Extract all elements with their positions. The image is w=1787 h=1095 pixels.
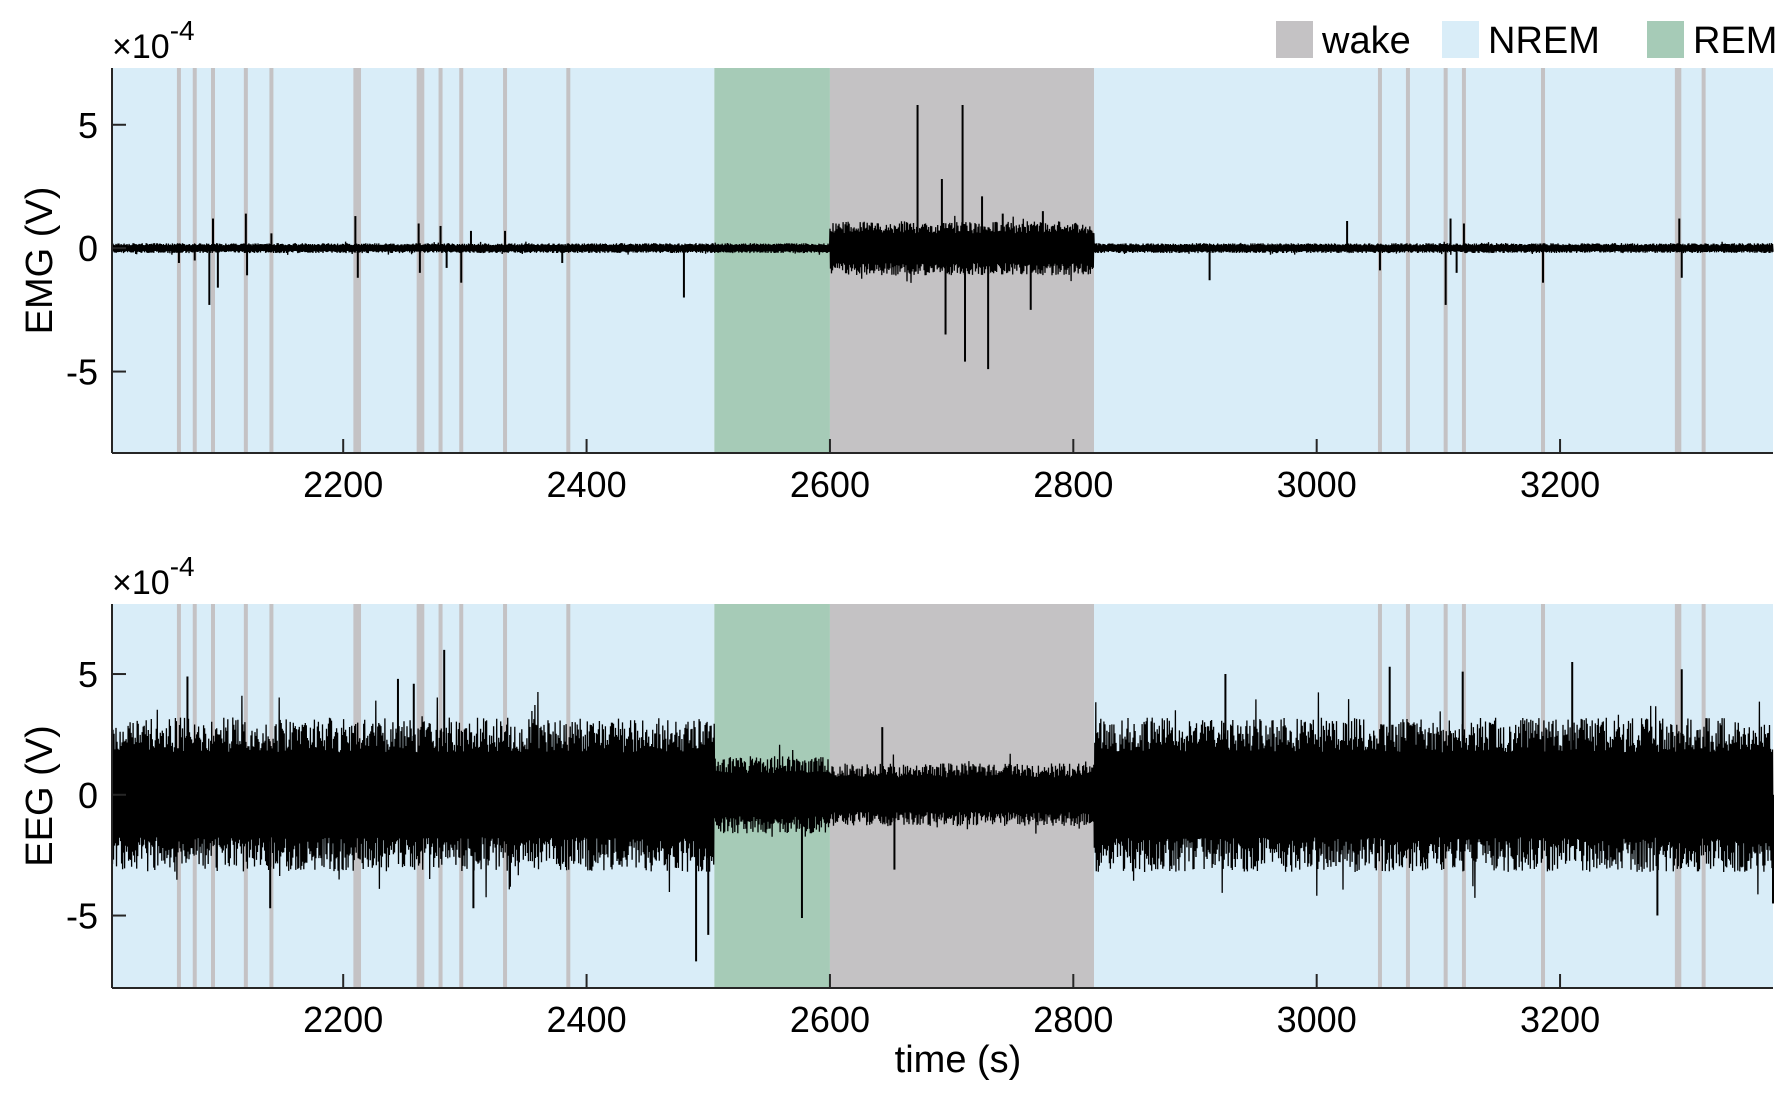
y-tick-label: 5	[78, 105, 98, 146]
state-band-rem	[714, 68, 830, 453]
x-axis-label: time (s)	[895, 1039, 1022, 1081]
y-tick-label: 5	[78, 654, 98, 695]
legend-label-wake: wake	[1321, 20, 1411, 62]
x-tick-label: 2800	[1033, 464, 1113, 505]
x-tick-label: 2600	[790, 999, 870, 1040]
x-tick-label: 2400	[547, 999, 627, 1040]
y-tick-label: 0	[78, 228, 98, 269]
exponent-label: ×10-4	[112, 15, 195, 66]
brief-wake-marker	[210, 68, 215, 453]
brief-wake-marker	[1701, 68, 1706, 453]
legend-swatch-rem	[1647, 21, 1684, 58]
brief-wake-marker	[566, 68, 571, 453]
legend-swatch-wake	[1276, 21, 1313, 58]
brief-wake-marker	[269, 68, 274, 453]
legend-swatch-nrem	[1442, 21, 1479, 58]
brief-wake-marker	[1461, 68, 1466, 453]
x-tick-label: 2200	[303, 999, 383, 1040]
brief-wake-marker	[503, 68, 508, 453]
emg-panel: 2200 2400 2600 2800 3000 3200 -5 0 5 EMG (V) ×10-4	[19, 15, 1774, 505]
x-tick-label: 3200	[1520, 999, 1600, 1040]
brief-wake-marker	[357, 68, 362, 453]
y-tick-label: -5	[66, 352, 98, 393]
state-band-nrem	[112, 68, 715, 453]
brief-wake-marker	[1674, 68, 1679, 453]
legend-label-nrem: NREM	[1488, 20, 1600, 62]
eeg-panel: 2200 2400 2600 2800 3000 3200 -5 0 5 EEG (V) ×10-4	[19, 551, 1774, 1040]
y-axis-label: EEG (V)	[19, 725, 61, 866]
y-axis-label: EMG (V)	[19, 187, 61, 335]
brief-wake-marker	[416, 68, 421, 453]
state-band-nrem	[1093, 68, 1773, 453]
brief-wake-marker	[353, 68, 358, 453]
exponent-base: ×10	[112, 564, 170, 602]
x-tick-label: 2200	[303, 464, 383, 505]
y-tick-label: 0	[78, 775, 98, 816]
exponent-label: ×10-4	[112, 551, 195, 602]
legend-label-rem: REM	[1693, 20, 1777, 62]
exponent-power: -4	[170, 15, 195, 46]
x-tick-label: 2400	[547, 464, 627, 505]
x-tick-label: 3200	[1520, 464, 1600, 505]
brief-wake-marker	[1405, 68, 1410, 453]
y-tick-label: -5	[66, 896, 98, 937]
signal-trace	[111, 691, 1774, 898]
x-tick-label: 2600	[790, 464, 870, 505]
brief-wake-marker	[438, 68, 443, 453]
x-tick-label: 3000	[1277, 464, 1357, 505]
legend: wake NREM REM	[1276, 20, 1777, 62]
brief-wake-marker	[243, 68, 248, 453]
brief-wake-marker	[1677, 68, 1682, 453]
x-tick-label: 3000	[1277, 999, 1357, 1040]
exponent-base: ×10	[112, 28, 170, 66]
brief-wake-marker	[420, 68, 425, 453]
exponent-power: -4	[170, 551, 195, 582]
x-tick-label: 2800	[1033, 999, 1113, 1040]
